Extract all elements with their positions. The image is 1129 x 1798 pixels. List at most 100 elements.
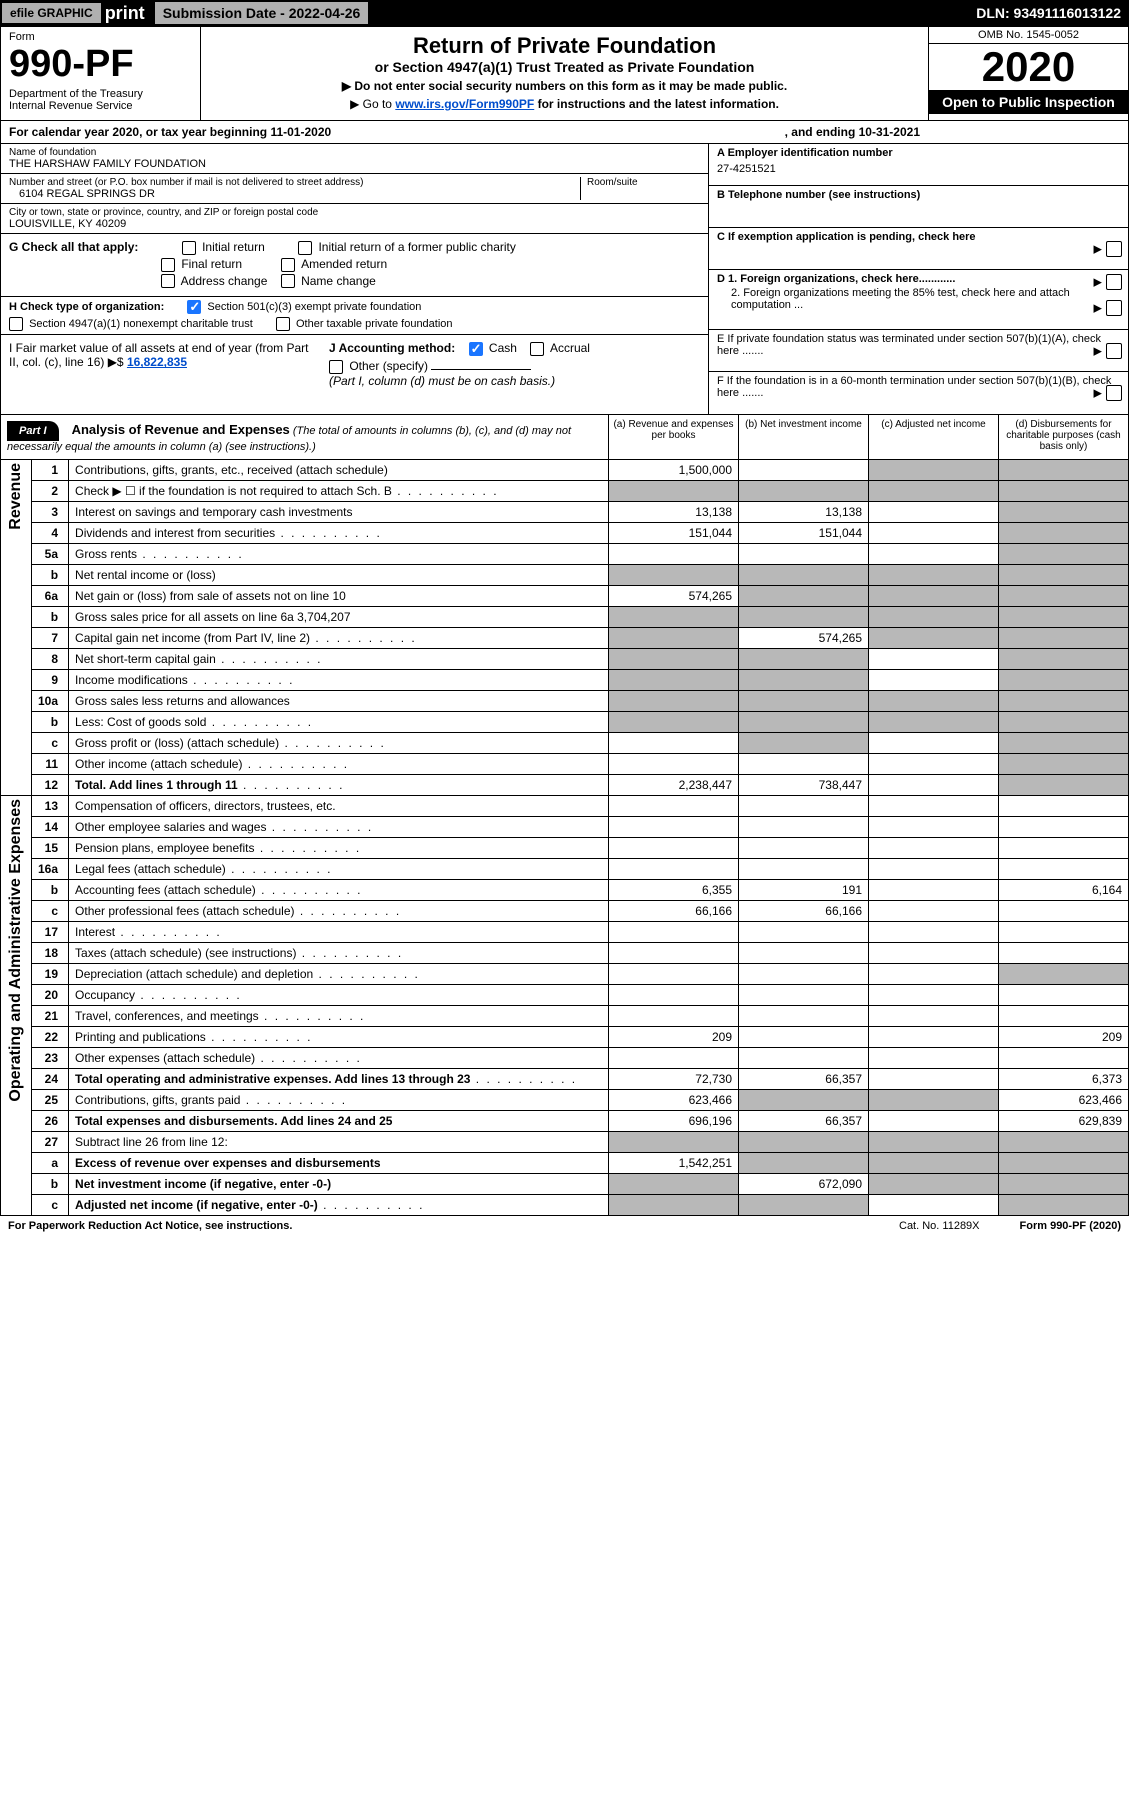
g-block: G Check all that apply: Initial return I…: [1, 234, 708, 297]
line-num: 15: [32, 838, 69, 859]
cell-b: [739, 1027, 869, 1048]
cell-a: [609, 712, 739, 733]
cell-a: 72,730: [609, 1069, 739, 1090]
irs-link[interactable]: www.irs.gov/Form990PF: [395, 97, 534, 111]
part1-header: Part I Analysis of Revenue and Expenses …: [0, 415, 1129, 460]
cell-b: 151,044: [739, 523, 869, 544]
cell-b: 13,138: [739, 502, 869, 523]
cell-b: [739, 691, 869, 712]
cell-b: [739, 754, 869, 775]
dept: Department of the Treasury Internal Reve…: [9, 88, 192, 112]
initial-former-cb[interactable]: [298, 241, 312, 255]
revenue-side-label: Revenue: [1, 460, 32, 796]
cell-a: [609, 544, 739, 565]
cell-dcol: 629,839: [999, 1111, 1129, 1132]
city: LOUISVILLE, KY 40209: [9, 218, 700, 230]
cell-c: [869, 1006, 999, 1027]
c-checkbox[interactable]: [1106, 241, 1122, 257]
table-row: 16aLegal fees (attach schedule): [1, 859, 1129, 880]
cell-b: [739, 460, 869, 481]
line-desc: Other employee salaries and wages: [69, 817, 609, 838]
table-row: 19Depreciation (attach schedule) and dep…: [1, 964, 1129, 985]
table-row: 7Capital gain net income (from Part IV, …: [1, 628, 1129, 649]
line-desc: Total. Add lines 1 through 11: [69, 775, 609, 796]
h-block: H Check type of organization: Section 50…: [1, 297, 708, 335]
table-row: 6aNet gain or (loss) from sale of assets…: [1, 586, 1129, 607]
table-row: 23Other expenses (attach schedule): [1, 1048, 1129, 1069]
e-checkbox[interactable]: [1106, 343, 1122, 359]
d2-checkbox[interactable]: [1106, 300, 1122, 316]
cell-a: [609, 1006, 739, 1027]
cell-dcol: [999, 1195, 1129, 1216]
cell-a: [609, 922, 739, 943]
4947-cb[interactable]: [9, 317, 23, 331]
amended-cb[interactable]: [281, 258, 295, 272]
name-change-cb[interactable]: [281, 274, 295, 288]
cell-a: [609, 838, 739, 859]
table-row: 9Income modifications: [1, 670, 1129, 691]
line-num: 18: [32, 943, 69, 964]
cell-b: [739, 838, 869, 859]
fmv-link[interactable]: 16,822,835: [127, 355, 187, 369]
i-block: I Fair market value of all assets at end…: [9, 341, 309, 388]
line-num: 10a: [32, 691, 69, 712]
cell-dcol: [999, 922, 1129, 943]
print-label[interactable]: print: [105, 3, 145, 24]
cell-dcol: [999, 670, 1129, 691]
cell-c: [869, 523, 999, 544]
line-num: 9: [32, 670, 69, 691]
table-row: cAdjusted net income (if negative, enter…: [1, 1195, 1129, 1216]
cell-a: [609, 628, 739, 649]
form-number: 990-PF: [9, 43, 192, 86]
table-row: 17Interest: [1, 922, 1129, 943]
cell-a: [609, 985, 739, 1006]
other-method-cb[interactable]: [329, 360, 343, 374]
table-row: 24Total operating and administrative exp…: [1, 1069, 1129, 1090]
address-change-cb[interactable]: [161, 274, 175, 288]
col-c-hdr: (c) Adjusted net income: [868, 415, 998, 459]
omb: OMB No. 1545-0052: [929, 27, 1128, 44]
cash-cb[interactable]: [469, 342, 483, 356]
address-cell: Number and street (or P.O. box number if…: [1, 174, 708, 204]
line-num: 25: [32, 1090, 69, 1111]
line-num: 12: [32, 775, 69, 796]
other-taxable-cb[interactable]: [276, 317, 290, 331]
cell-dcol: 209: [999, 1027, 1129, 1048]
final-return-cb[interactable]: [161, 258, 175, 272]
line-num: 22: [32, 1027, 69, 1048]
cell-dcol: [999, 985, 1129, 1006]
line-desc: Net investment income (if negative, ente…: [69, 1174, 609, 1195]
cell-b: [739, 796, 869, 817]
initial-return-cb[interactable]: [182, 241, 196, 255]
info-right: A Employer identification number 27-4251…: [708, 144, 1128, 414]
line-desc: Total operating and administrative expen…: [69, 1069, 609, 1090]
cell-dcol: [999, 964, 1129, 985]
cell-b: 66,357: [739, 1069, 869, 1090]
cell-b: [739, 544, 869, 565]
cell-c: [869, 712, 999, 733]
city-cell: City or town, state or province, country…: [1, 204, 708, 234]
cell-c: [869, 502, 999, 523]
cell-c: [869, 691, 999, 712]
accrual-cb[interactable]: [530, 342, 544, 356]
cell-c: [869, 649, 999, 670]
d1-checkbox[interactable]: [1106, 274, 1122, 290]
table-row: 26Total expenses and disbursements. Add …: [1, 1111, 1129, 1132]
cell-a: [609, 754, 739, 775]
line-desc: Subtract line 26 from line 12:: [69, 1132, 609, 1153]
cell-dcol: [999, 565, 1129, 586]
cell-dcol: [999, 481, 1129, 502]
cell-c: [869, 1195, 999, 1216]
line-num: 27: [32, 1132, 69, 1153]
table-row: 11Other income (attach schedule): [1, 754, 1129, 775]
line-num: 14: [32, 817, 69, 838]
cell-a: 66,166: [609, 901, 739, 922]
501c3-cb[interactable]: [187, 300, 201, 314]
line-desc: Net short-term capital gain: [69, 649, 609, 670]
info-block: Name of foundation THE HARSHAW FAMILY FO…: [0, 144, 1129, 415]
f-checkbox[interactable]: [1106, 385, 1122, 401]
f-cell: F If the foundation is in a 60-month ter…: [709, 372, 1128, 414]
cell-dcol: 6,373: [999, 1069, 1129, 1090]
line-num: b: [32, 880, 69, 901]
form-subtitle: or Section 4947(a)(1) Trust Treated as P…: [211, 59, 918, 75]
